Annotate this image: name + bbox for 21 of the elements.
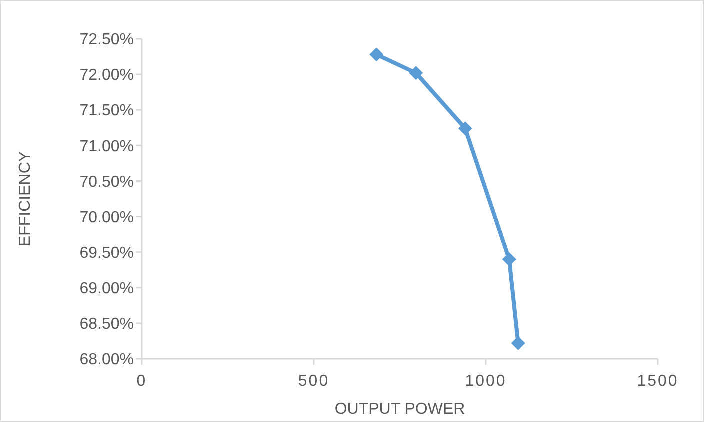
y-tick-label: 69.50% (80, 244, 134, 262)
y-tick-label: 68.50% (80, 316, 134, 334)
y-axis-title: EFFICIENCY (17, 151, 34, 247)
x-tick-label: 1000 (465, 373, 507, 390)
y-tick-label: 69.00% (80, 280, 134, 298)
x-tick-label: 1500 (637, 373, 679, 390)
point (409, 66, 424, 80)
y-tick-label: 71.00% (80, 138, 134, 156)
point (370, 48, 384, 62)
y-tick-label: 72.00% (80, 67, 134, 84)
point (511, 336, 526, 350)
y-tick-label: 72.50% (80, 32, 134, 49)
x-axis-title: OUTPUT POWER (334, 401, 466, 418)
y-tick-label: 71.50% (80, 102, 134, 120)
y-tick-label: 70.50% (80, 174, 134, 191)
y-tick-label: 70.00% (80, 209, 134, 226)
y-tick-label: 68.00% (80, 352, 134, 369)
x-tick-label: 500 (298, 373, 330, 390)
point (502, 252, 516, 266)
x-tick-label: 0 (136, 373, 148, 390)
point (458, 122, 472, 136)
